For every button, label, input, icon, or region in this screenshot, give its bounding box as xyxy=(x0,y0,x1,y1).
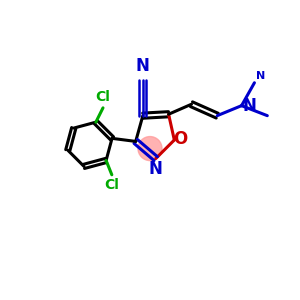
Text: O: O xyxy=(173,130,188,148)
Text: N: N xyxy=(256,71,265,81)
Text: Cl: Cl xyxy=(104,178,119,192)
Text: N: N xyxy=(243,97,257,115)
Circle shape xyxy=(138,136,162,160)
Text: Cl: Cl xyxy=(96,90,110,104)
Text: N: N xyxy=(148,160,162,178)
Text: N: N xyxy=(136,57,150,75)
